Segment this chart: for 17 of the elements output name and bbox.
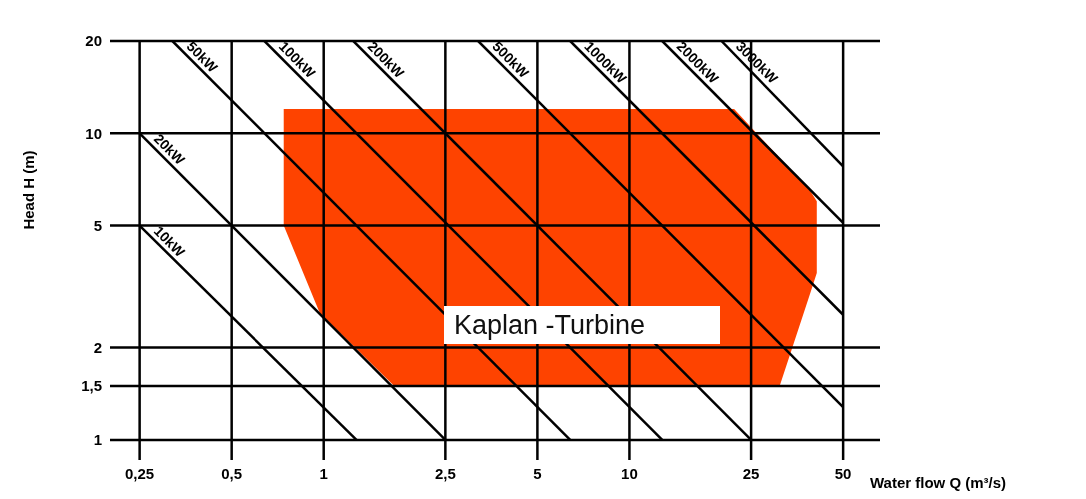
x-tick-label: 0,25 — [125, 464, 155, 482]
x-tick-label: 5 — [533, 464, 542, 482]
y-tick-label: 1 — [93, 431, 102, 449]
y-axis-title: Head H (m) — [19, 150, 37, 230]
y-tick-label: 5 — [93, 216, 102, 234]
x-tick-label: 25 — [742, 464, 760, 482]
x-tick-label: 2,5 — [434, 464, 456, 482]
x-tick-label: 0,5 — [221, 464, 243, 482]
y-tick-label: 10 — [85, 124, 102, 142]
x-tick-label: 10 — [621, 464, 638, 482]
y-tick-label: 20 — [85, 32, 102, 50]
x-tick-label: 1 — [319, 464, 328, 482]
x-axis-title: Water flow Q (m³/s) — [870, 474, 1007, 491]
y-tick-label: 2 — [93, 338, 102, 356]
y-tick-label: 1,5 — [81, 377, 102, 395]
annotation: Kaplan -Turbine — [444, 306, 720, 344]
x-tick-label: 50 — [834, 464, 852, 482]
